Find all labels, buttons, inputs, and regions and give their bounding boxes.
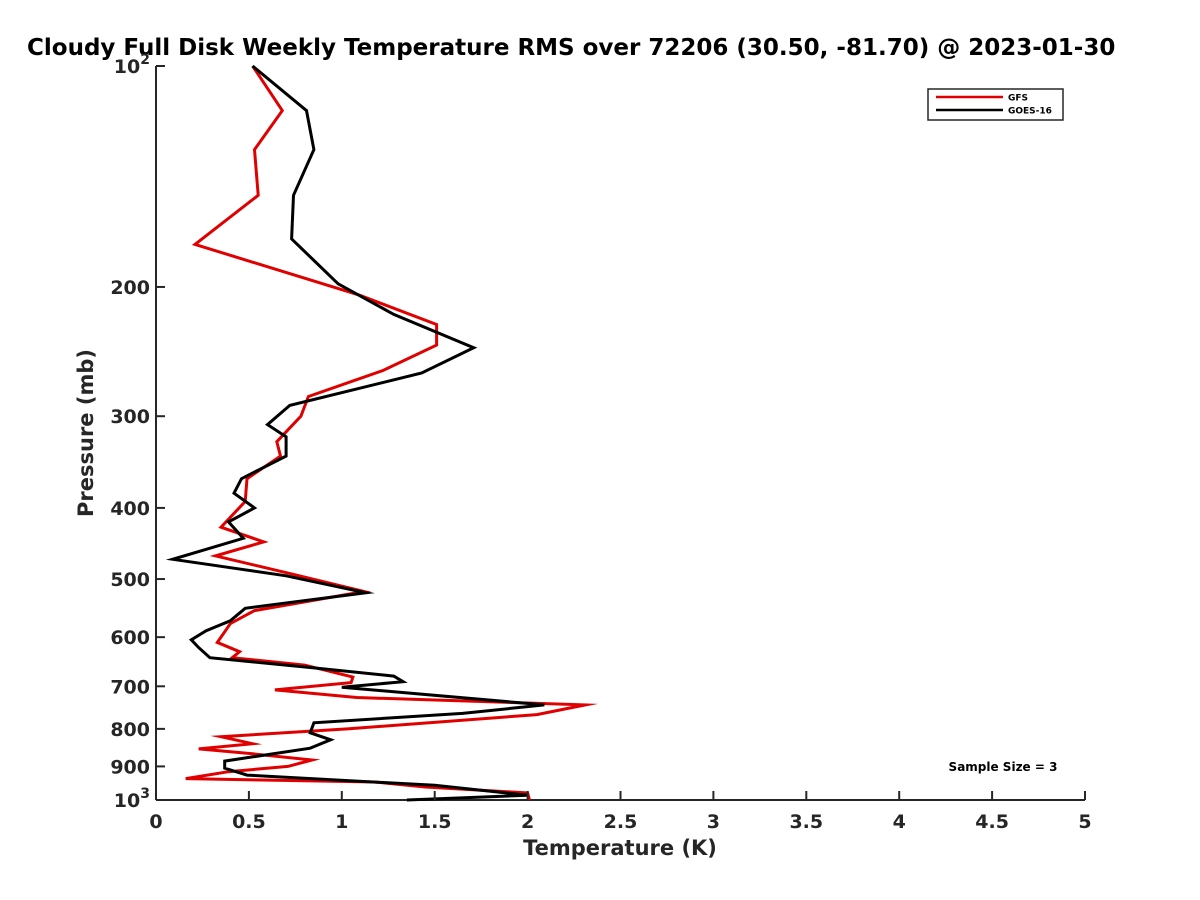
sample-size-annotation: Sample Size = 3 [949, 760, 1058, 774]
y-axis-label: Pressure (mb) [74, 349, 98, 517]
x-tick-label: 3.5 [789, 811, 823, 833]
y-tick-label: 102 [114, 52, 150, 78]
y-tick-label: 700 [110, 676, 150, 698]
y-tick-label: 400 [110, 498, 150, 520]
x-tick-label: 2.5 [604, 811, 638, 833]
x-tick-label: 5 [1078, 811, 1091, 833]
series-line-goes-16 [165, 64, 545, 802]
plot-area [155, 64, 1085, 802]
x-axis-label: Temperature (K) [523, 836, 717, 860]
legend-label: GOES-16 [1008, 107, 1052, 117]
y-tick-label: 900 [110, 756, 150, 778]
x-axis-ticks: 0 0.5 1 1.5 2 2.5 3 3.5 4 4.5 5 [149, 791, 1092, 833]
x-tick-label: 3 [707, 811, 720, 833]
legend-box [927, 88, 1064, 121]
y-tick-label: 103 [114, 786, 150, 812]
x-tick-label: 2 [521, 811, 534, 833]
y-axis-ticks: 102 200 300 400 500 600 700 800 900 103 [110, 52, 165, 812]
legend-label: GFS [1008, 94, 1028, 104]
x-tick-label: 0.5 [232, 811, 266, 833]
series-line-gfs [185, 65, 599, 801]
x-tick-label: 1.5 [418, 811, 452, 833]
y-tick-label: 600 [110, 627, 150, 649]
y-tick-label: 500 [110, 569, 150, 591]
chart-title: Cloudy Full Disk Weekly Temperature RMS … [27, 35, 1115, 61]
y-tick-label: 800 [110, 719, 150, 741]
x-tick-label: 4 [893, 811, 906, 833]
x-tick-label: 4.5 [975, 811, 1009, 833]
y-tick-label: 300 [110, 406, 150, 428]
y-tick-label: 200 [110, 277, 150, 299]
x-tick-label: 1 [335, 811, 348, 833]
legend: GFS GOES-16 [927, 88, 1064, 121]
x-tick-label: 0 [149, 811, 162, 833]
